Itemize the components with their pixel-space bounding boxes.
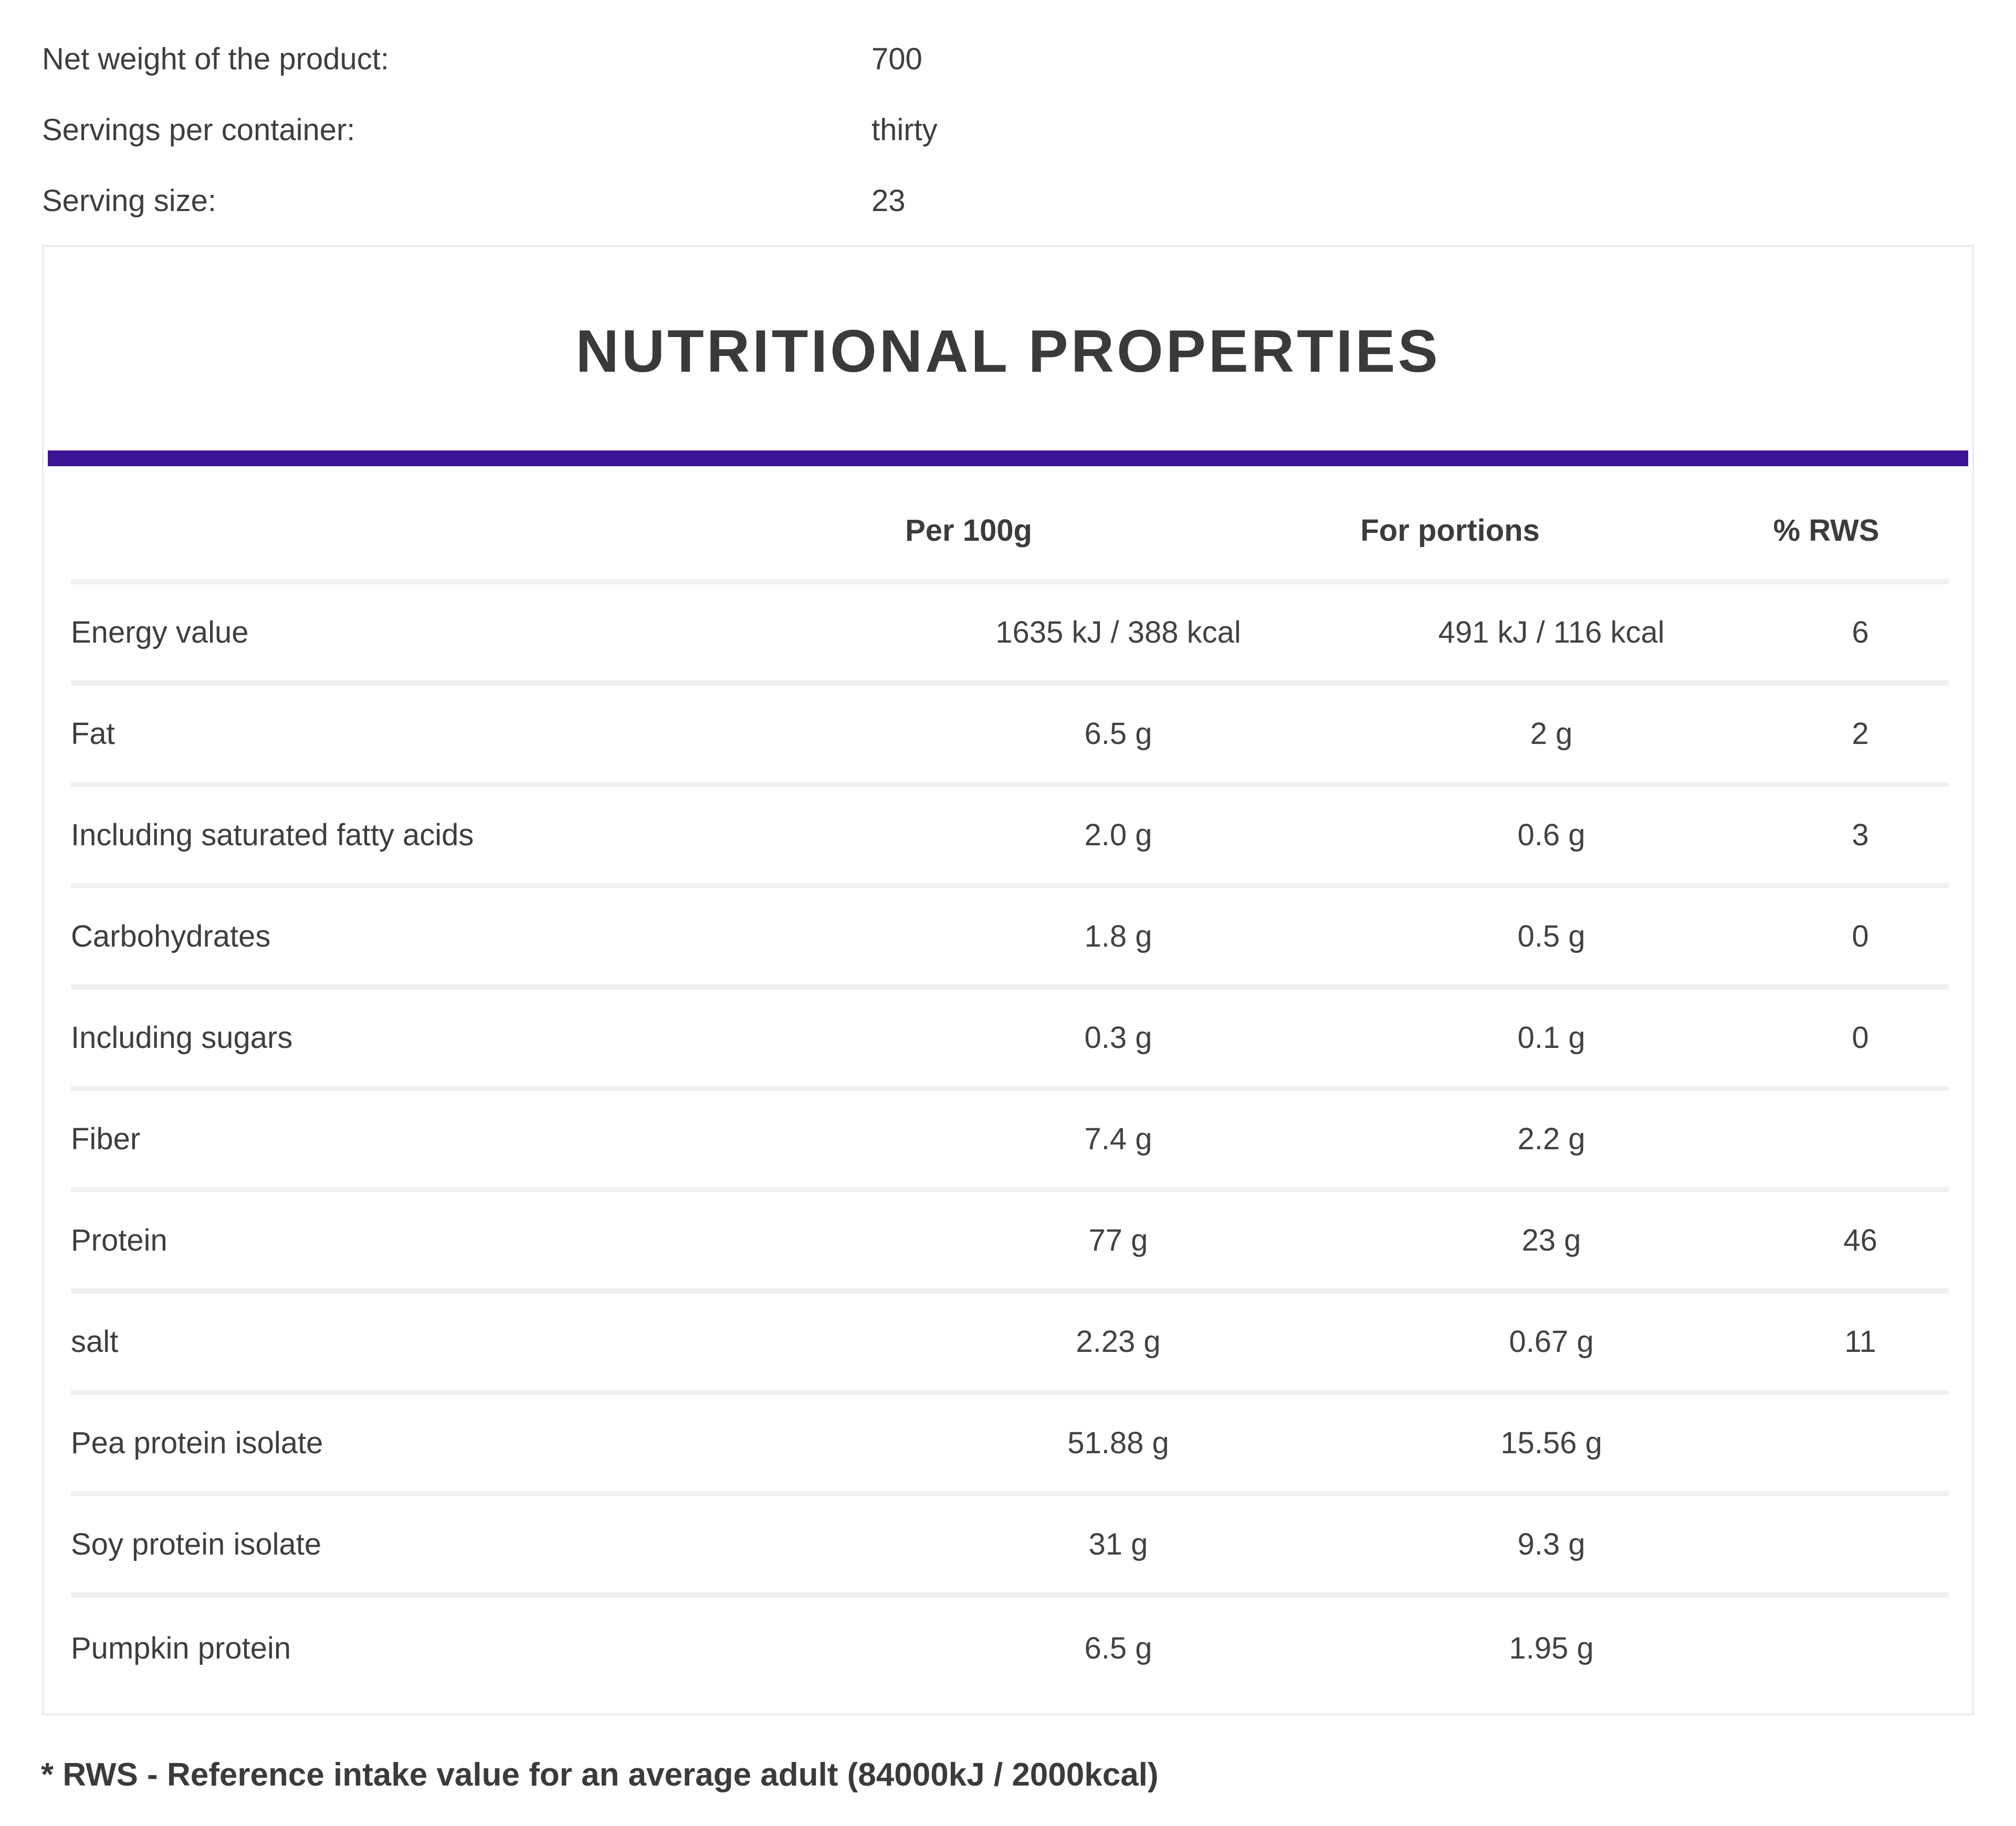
value-per-portion: 0.6 g	[1517, 818, 1586, 852]
row-label: Soy protein isolate	[71, 1527, 322, 1561]
value-per-100g: 6.5 g	[1084, 1631, 1152, 1665]
row-label: Including sugars	[71, 1021, 293, 1055]
row-label: Including saturated fatty acids	[71, 818, 474, 852]
value-rws: 2	[1852, 717, 1869, 751]
info-value: 23	[872, 184, 906, 218]
value-per-100g: 1.8 g	[1084, 919, 1152, 953]
value-per-100g: 7.4 g	[1084, 1122, 1152, 1156]
value-per-portion: 2 g	[1530, 717, 1573, 751]
table-row: Fiber 7.4 g 2.2 g	[71, 1091, 1949, 1192]
table-row: Pumpkin protein 6.5 g 1.95 g	[71, 1598, 1949, 1699]
value-rws: 0	[1852, 919, 1869, 953]
value-per-portion: 491 kJ / 116 kcal	[1438, 615, 1665, 649]
table-row: Soy protein isolate 31 g 9.3 g	[71, 1496, 1949, 1598]
table-row: Including saturated fatty acids 2.0 g 0.…	[71, 787, 1949, 888]
value-per-portion: 0.67 g	[1509, 1325, 1594, 1359]
value-per-100g: 0.3 g	[1084, 1021, 1152, 1055]
info-label: Serving size:	[42, 184, 217, 218]
value-per-portion: 15.56 g	[1500, 1426, 1602, 1460]
value-per-100g: 2.0 g	[1084, 818, 1152, 852]
info-row: Servings per container: thirty	[42, 95, 1932, 165]
value-per-100g: 31 g	[1088, 1527, 1148, 1561]
row-label: Pea protein isolate	[71, 1426, 323, 1460]
value-per-100g: 77 g	[1088, 1223, 1148, 1257]
info-label: Net weight of the product:	[42, 42, 389, 76]
row-label: Fat	[71, 717, 115, 751]
value-per-portion: 2.2 g	[1517, 1122, 1586, 1156]
table-body: Energy value 1635 kJ / 388 kcal 491 kJ /…	[71, 584, 1949, 1699]
info-value: 700	[872, 42, 922, 76]
column-header-per-100g: Per 100g	[905, 513, 1032, 548]
info-row: Serving size: 23	[42, 165, 1932, 236]
table-row: Including sugars 0.3 g 0.1 g 0	[71, 990, 1949, 1091]
value-per-100g: 6.5 g	[1084, 717, 1152, 751]
row-label: Fiber	[71, 1122, 141, 1156]
column-header-for-portions: For portions	[1360, 513, 1540, 548]
value-per-portion: 1.95 g	[1509, 1631, 1594, 1665]
value-rws: 0	[1852, 1021, 1869, 1055]
info-value: thirty	[872, 113, 938, 147]
info-section: Net weight of the product: 700 Servings …	[42, 24, 1932, 236]
table-title: NUTRITIONAL PROPERTIES	[575, 318, 1441, 385]
row-label: Carbohydrates	[71, 919, 271, 953]
row-label: Protein	[71, 1223, 167, 1257]
value-per-portion: 23 g	[1521, 1223, 1581, 1257]
value-rws: 11	[1844, 1325, 1876, 1359]
row-label: salt	[71, 1325, 119, 1359]
accent-bar	[48, 450, 1968, 466]
table-row: Carbohydrates 1.8 g 0.5 g 0	[71, 888, 1949, 990]
value-rws: 46	[1843, 1223, 1877, 1257]
value-rws: 6	[1852, 615, 1869, 649]
info-label: Servings per container:	[42, 113, 355, 147]
row-label: Energy value	[71, 615, 249, 649]
value-rws: 3	[1852, 818, 1869, 852]
nutrition-table: Per 100g For portions % RWS Energy value…	[44, 466, 1972, 1699]
table-row: Pea protein isolate 51.88 g 15.56 g	[71, 1395, 1949, 1496]
value-per-100g: 2.23 g	[1076, 1325, 1161, 1359]
column-header-rws: % RWS	[1773, 513, 1880, 548]
value-per-portion: 9.3 g	[1517, 1527, 1586, 1561]
value-per-100g: 51.88 g	[1067, 1426, 1169, 1460]
value-per-100g: 1635 kJ / 388 kcal	[995, 615, 1241, 649]
value-per-portion: 0.5 g	[1517, 919, 1586, 953]
table-row: Protein 77 g 23 g 46	[71, 1192, 1949, 1294]
table-row: Fat 6.5 g 2 g 2	[71, 686, 1949, 787]
value-per-portion: 0.1 g	[1517, 1021, 1586, 1055]
rws-footnote: * RWS - Reference intake value for an av…	[41, 1757, 1159, 1793]
table-header-row: Per 100g For portions % RWS	[71, 466, 1949, 584]
table-row: Energy value 1635 kJ / 388 kcal 491 kJ /…	[71, 584, 1949, 686]
nutrition-table-card: NUTRITIONAL PROPERTIES Per 100g For port…	[42, 245, 1974, 1715]
info-row: Net weight of the product: 700	[42, 24, 1932, 95]
table-row: salt 2.23 g 0.67 g 11	[71, 1294, 1949, 1395]
row-label: Pumpkin protein	[71, 1631, 291, 1665]
